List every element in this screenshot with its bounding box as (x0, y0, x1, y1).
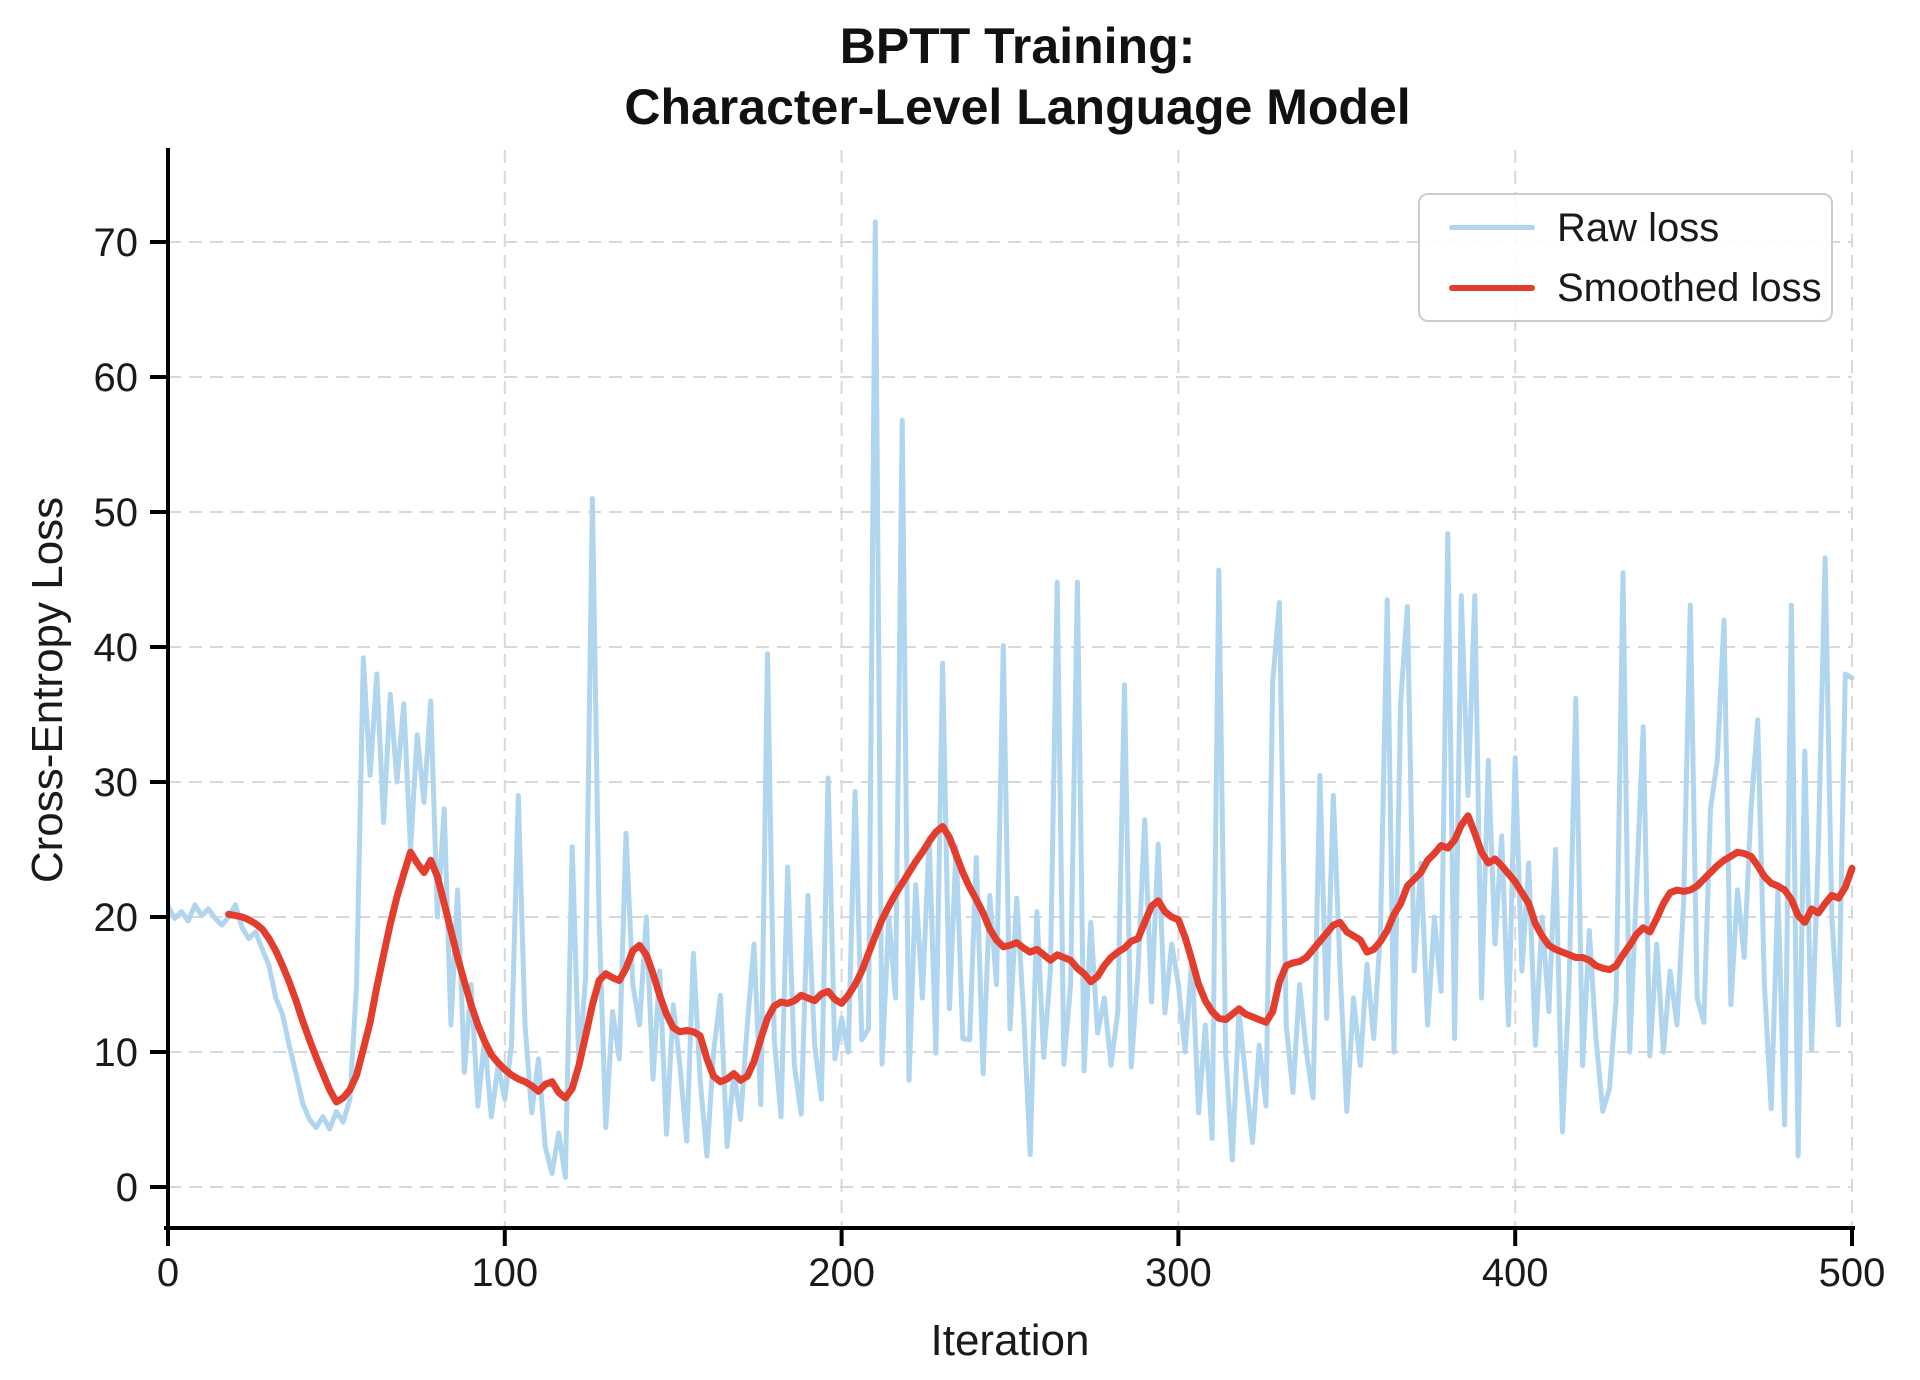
chart-title: BPTT Training: Character-Level Language … (115, 16, 1920, 138)
y-tick-label: 50 (94, 491, 139, 535)
chart-title-line1: BPTT Training: (839, 18, 1196, 74)
y-tick-label: 30 (94, 761, 139, 805)
x-tick-label: 300 (1145, 1251, 1212, 1295)
x-tick-label: 400 (1482, 1251, 1549, 1295)
legend: Raw loss Smoothed loss (1418, 193, 1833, 322)
legend-row-smoothed: Smoothed loss (1449, 265, 1831, 311)
x-tick-label: 0 (157, 1251, 179, 1295)
y-tick-label: 60 (94, 356, 139, 400)
y-tick-label: 40 (94, 626, 139, 670)
x-tick-label: 200 (808, 1251, 875, 1295)
smoothed-loss-line (225, 812, 1856, 1106)
chart-title-line2: Character-Level Language Model (624, 79, 1411, 135)
y-tick-label: 10 (94, 1031, 139, 1075)
legend-row-raw: Raw loss (1449, 205, 1831, 251)
spines (164, 148, 1855, 1230)
x-tick-label: 500 (1819, 1251, 1886, 1295)
x-tick-label: 100 (471, 1251, 538, 1295)
smoothed-loss-swatch (1449, 284, 1535, 291)
grid (167, 150, 1853, 1228)
y-tick-label: 70 (94, 221, 139, 265)
tick-labels: 0 10 20 30 40 50 60 70 0 100 200 300 400 500 (94, 221, 1886, 1295)
y-tick-label: 0 (116, 1166, 138, 1210)
raw-loss-line (165, 219, 1855, 1180)
x-axis-label: Iteration (930, 1316, 1090, 1365)
smoothed-loss-label: Smoothed loss (1557, 265, 1822, 310)
raw-loss-swatch (1449, 225, 1535, 230)
y-tick-label: 20 (94, 896, 139, 940)
ticks (150, 240, 1854, 1246)
raw-loss-label: Raw loss (1557, 205, 1720, 250)
